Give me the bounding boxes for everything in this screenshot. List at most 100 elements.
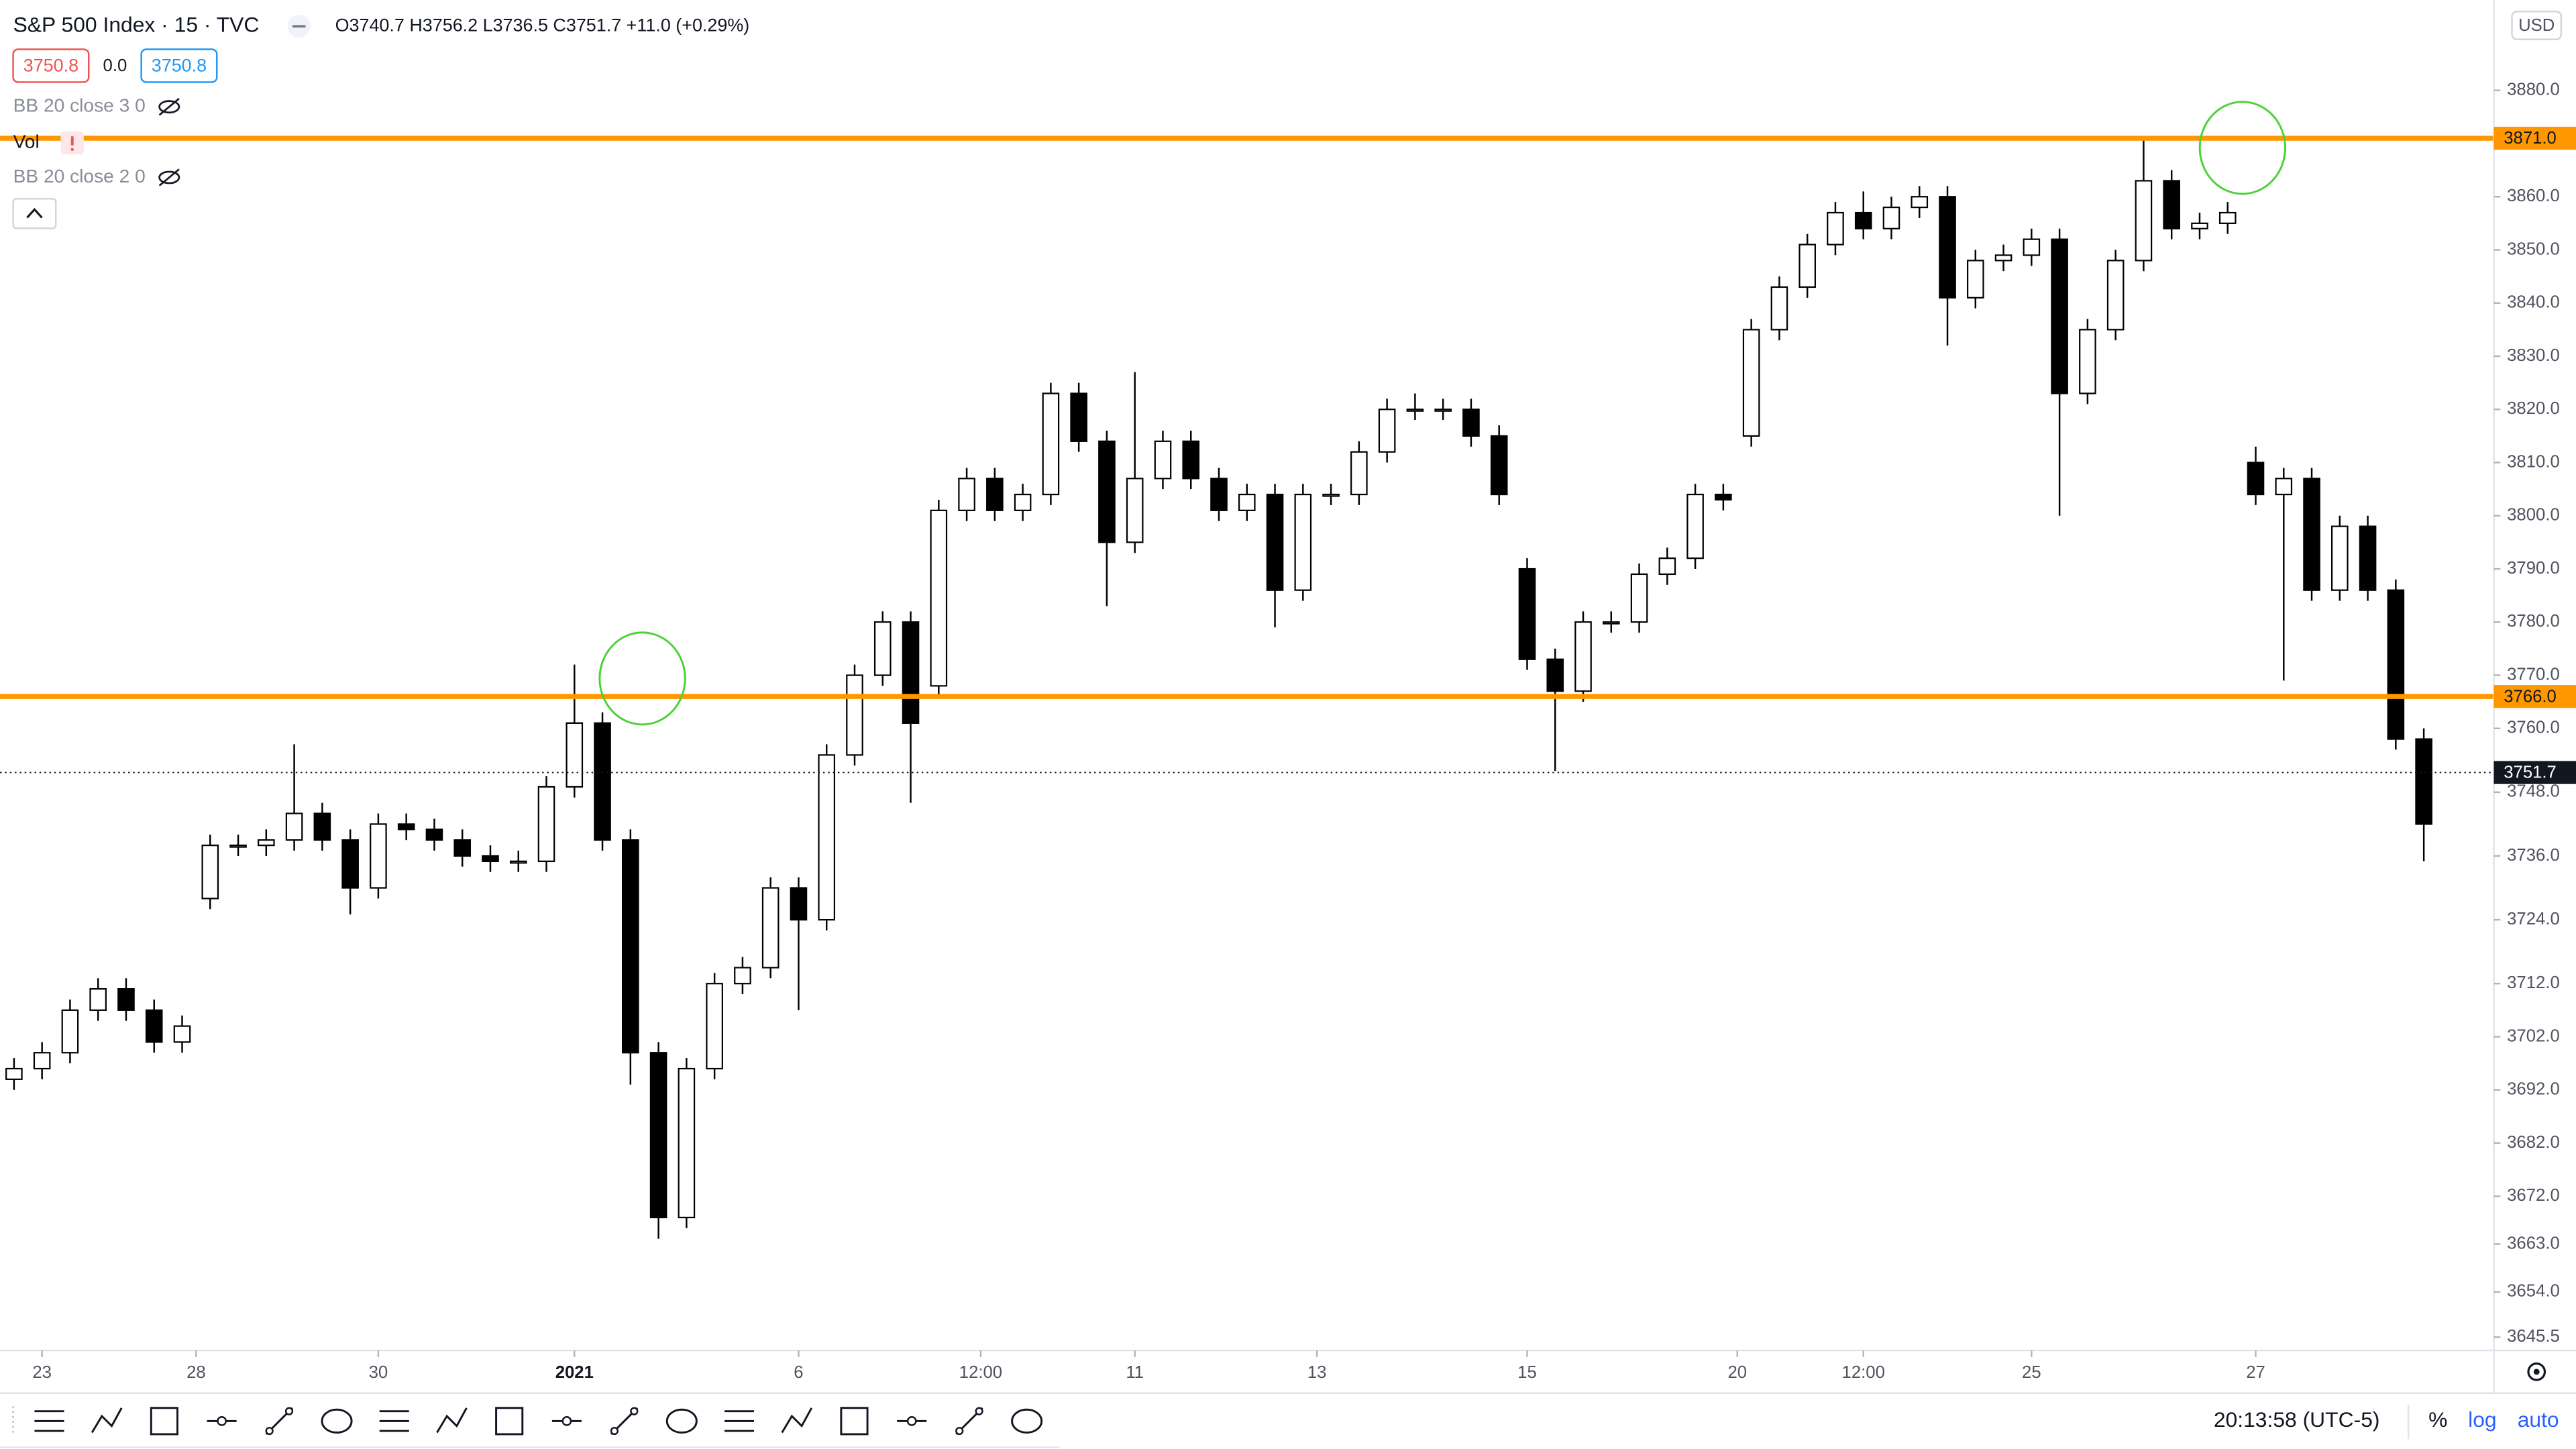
- tool-icon: [781, 1407, 813, 1434]
- y-tick-label: 3810.0: [2507, 452, 2560, 471]
- drawing-tools: [12, 1406, 1043, 1436]
- candle-body: [1686, 493, 1704, 559]
- tool-button[interactable]: [1011, 1408, 1043, 1434]
- collapse-button[interactable]: [12, 198, 57, 229]
- candle-body: [33, 1052, 51, 1070]
- y-tick-label: 3880.0: [2507, 80, 2560, 99]
- candle-body: [2023, 238, 2041, 256]
- candle-body: [1210, 478, 1228, 511]
- candle-body: [61, 1009, 79, 1054]
- candle-body: [958, 478, 975, 511]
- candle-body: [1939, 196, 1956, 299]
- candle-body: [902, 621, 920, 724]
- tool-icon: [610, 1426, 619, 1436]
- tool-button[interactable]: [840, 1407, 869, 1436]
- tool-icon: [265, 1426, 274, 1436]
- tool-icon: [91, 1407, 123, 1434]
- hide-icon[interactable]: [158, 97, 180, 116]
- candle-body: [2303, 478, 2320, 591]
- currency-box[interactable]: [2511, 10, 2563, 40]
- x-tick-label: 2021: [555, 1363, 594, 1382]
- x-tick-label: 25: [2022, 1363, 2041, 1382]
- candle-body: [145, 1009, 163, 1043]
- log-toggle[interactable]: log: [2468, 1407, 2496, 1432]
- symbol-title: S&P 500 Index · 15 · TVC: [13, 13, 260, 37]
- candle-body: [1070, 392, 1087, 442]
- plot-area: [0, 136, 2494, 1239]
- y-tick-label: 3780.0: [2507, 612, 2560, 631]
- y-tick-label: 3748.0: [2507, 782, 2560, 801]
- tool-button[interactable]: [724, 1410, 755, 1432]
- y-tick-label: 3692.0: [2507, 1080, 2560, 1099]
- tool-button[interactable]: [495, 1407, 524, 1436]
- candle-body: [370, 823, 387, 889]
- candle-body: [453, 839, 472, 857]
- tool-icon: [217, 1416, 227, 1426]
- candle-body: [2106, 260, 2125, 331]
- tool-button[interactable]: [551, 1416, 582, 1426]
- candle-body: [509, 860, 527, 864]
- tool-button[interactable]: [265, 1407, 294, 1436]
- spread: 0.0: [103, 56, 127, 75]
- tool-icon: [321, 1408, 353, 1434]
- candle-body: [1266, 493, 1284, 591]
- x-tick-label: 20: [1727, 1363, 1747, 1382]
- candle-body: [1406, 409, 1424, 412]
- candle-body: [790, 887, 808, 921]
- settings-gear: [2527, 1362, 2546, 1381]
- ask-box[interactable]: [140, 48, 218, 83]
- tool-icon: [436, 1407, 468, 1434]
- candle-body: [1742, 329, 1760, 437]
- bid-box[interactable]: [12, 48, 90, 83]
- tool-button[interactable]: [34, 1410, 64, 1432]
- tool-button[interactable]: [91, 1407, 123, 1434]
- y-tick-label: 3654.0: [2507, 1282, 2560, 1301]
- candle-body: [986, 478, 1004, 511]
- x-tick-label: 27: [2246, 1363, 2265, 1382]
- y-tick-label: 3790.0: [2507, 559, 2560, 578]
- x-tick-label: 12:00: [1842, 1363, 1885, 1382]
- price-marker: [2493, 685, 2576, 708]
- tool-button[interactable]: [897, 1416, 927, 1426]
- candle-body: [341, 839, 359, 889]
- candle-body: [2218, 211, 2237, 224]
- percent-toggle[interactable]: %: [2428, 1407, 2447, 1432]
- candle-body: [258, 839, 275, 847]
- auto-toggle[interactable]: auto: [2518, 1407, 2559, 1432]
- candle-body: [1322, 493, 1340, 497]
- candle-body: [2331, 525, 2349, 591]
- y-tick-label: 3840.0: [2507, 293, 2560, 312]
- warning-dot: [70, 148, 74, 152]
- tool-button[interactable]: [379, 1410, 409, 1432]
- candle-body: [2191, 222, 2208, 229]
- bid-price: 3750.8: [23, 55, 78, 75]
- y-tick-label: 3672.0: [2507, 1186, 2560, 1205]
- candle-body: [537, 786, 555, 863]
- hide-icon[interactable]: [158, 168, 180, 186]
- candle-body: [2247, 462, 2265, 496]
- tool-icon: [150, 1407, 178, 1436]
- tool-button[interactable]: [150, 1407, 178, 1436]
- candle-body: [649, 1052, 667, 1219]
- tool-button[interactable]: [610, 1407, 639, 1436]
- tool-button[interactable]: [955, 1407, 983, 1436]
- tool-button[interactable]: [207, 1416, 237, 1426]
- tool-icon: [906, 1416, 917, 1426]
- tool-icon: [975, 1407, 983, 1415]
- tool-button[interactable]: [321, 1408, 353, 1434]
- tool-button[interactable]: [436, 1407, 468, 1434]
- settings-icon[interactable]: [2527, 1362, 2546, 1381]
- tool-button[interactable]: [781, 1407, 813, 1434]
- eye-slash: [158, 168, 180, 186]
- y-tick-label: 3663.0: [2507, 1234, 2560, 1252]
- candle-body: [2415, 738, 2432, 825]
- tool-icon: [561, 1416, 572, 1426]
- tool-icon: [1011, 1408, 1043, 1434]
- candle-body: [622, 839, 639, 1054]
- candle-body: [1294, 493, 1312, 591]
- ohlc-legend: O3740.7 H3756.2 L3736.5 C3751.7 +11.0 (+…: [335, 15, 750, 35]
- tool-icon: [955, 1426, 964, 1436]
- tool-button[interactable]: [665, 1408, 698, 1434]
